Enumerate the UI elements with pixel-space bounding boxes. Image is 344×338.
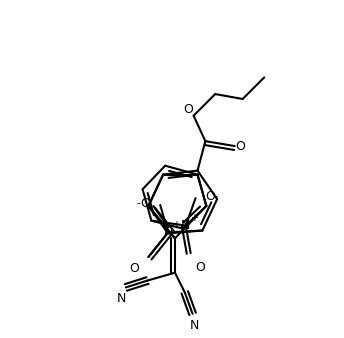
Text: O: O bbox=[205, 190, 215, 203]
Text: N: N bbox=[181, 219, 191, 232]
Text: O: O bbox=[129, 262, 139, 275]
Text: O: O bbox=[235, 140, 245, 152]
Text: -: - bbox=[213, 191, 217, 201]
Text: N: N bbox=[163, 226, 173, 239]
Text: +: + bbox=[190, 213, 197, 223]
Text: N: N bbox=[116, 292, 126, 305]
Text: +: + bbox=[172, 220, 180, 230]
Text: O: O bbox=[184, 103, 194, 116]
Text: O: O bbox=[195, 261, 205, 274]
Text: -: - bbox=[137, 198, 141, 208]
Text: N: N bbox=[190, 319, 199, 332]
Text: O: O bbox=[141, 196, 150, 210]
